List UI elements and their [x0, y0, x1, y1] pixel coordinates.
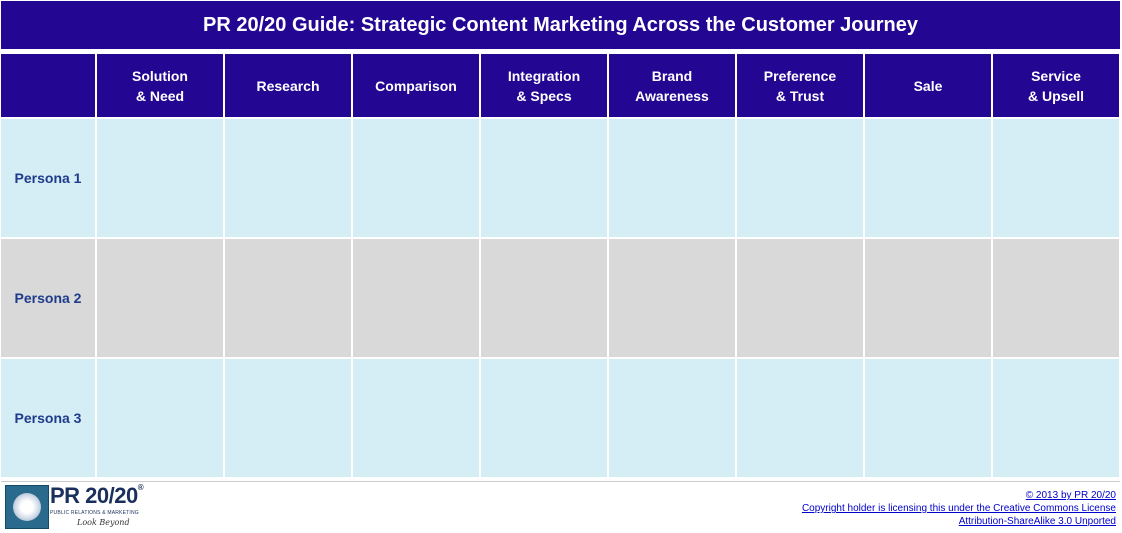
- column-header-preference-trust: Preference & Trust: [737, 54, 863, 117]
- table-cell[interactable]: [865, 239, 991, 357]
- table-cell[interactable]: [865, 359, 991, 477]
- table-cell[interactable]: [353, 239, 479, 357]
- table-cell[interactable]: [609, 359, 735, 477]
- copyright-link[interactable]: © 2013 by PR 20/20: [1025, 490, 1116, 501]
- table-cell[interactable]: [993, 119, 1119, 237]
- table-cell[interactable]: [225, 239, 351, 357]
- company-logo: PR 20/20® PUBLIC RELATIONS & MARKETING L…: [5, 483, 144, 529]
- table-cell[interactable]: [225, 119, 351, 237]
- credits: © 2013 by PR 20/20 Copyright holder is l…: [802, 489, 1116, 528]
- table-cell[interactable]: [481, 119, 607, 237]
- table-cell[interactable]: [97, 119, 223, 237]
- row-label-persona-1: Persona 1: [1, 119, 95, 237]
- row-label-persona-2: Persona 2: [1, 239, 95, 357]
- table-cell[interactable]: [481, 239, 607, 357]
- table-cell[interactable]: [993, 359, 1119, 477]
- table-cell[interactable]: [737, 119, 863, 237]
- column-header-integration-specs: Integration & Specs: [481, 54, 607, 117]
- table-cell[interactable]: [993, 239, 1119, 357]
- column-header-solution-need: Solution & Need: [97, 54, 223, 117]
- column-header-comparison: Comparison: [353, 54, 479, 117]
- table-cell[interactable]: [737, 359, 863, 477]
- column-header-sale: Sale: [865, 54, 991, 117]
- row-label-persona-3: Persona 3: [1, 359, 95, 477]
- license-link-line-1[interactable]: Copyright holder is licensing this under…: [801, 503, 1116, 514]
- column-header-research: Research: [225, 54, 351, 117]
- column-header-brand-awareness: Brand Awareness: [609, 54, 735, 117]
- table-cell[interactable]: [97, 239, 223, 357]
- license-link-line-2[interactable]: Attribution-ShareAlike 3.0 Unported: [958, 516, 1116, 527]
- footer: PR 20/20® PUBLIC RELATIONS & MARKETING L…: [1, 481, 1120, 532]
- corner-cell: [1, 54, 95, 117]
- column-header-service-upsell: Service & Upsell: [993, 54, 1119, 117]
- page-title: PR 20/20 Guide: Strategic Content Market…: [1, 1, 1120, 49]
- table-cell[interactable]: [609, 239, 735, 357]
- table-cell[interactable]: [225, 359, 351, 477]
- table-cell[interactable]: [97, 359, 223, 477]
- table-cell[interactable]: [353, 119, 479, 237]
- logo-tagline: Look Beyond: [77, 518, 130, 527]
- table-cell[interactable]: [737, 239, 863, 357]
- table-cell[interactable]: [609, 119, 735, 237]
- logo-wordmark: PR 20/20®: [50, 483, 144, 508]
- table-cell[interactable]: [865, 119, 991, 237]
- table-cell[interactable]: [481, 359, 607, 477]
- globe-logo-icon: [5, 485, 49, 529]
- table-cell[interactable]: [353, 359, 479, 477]
- content-matrix: Solution & Need Research Comparison Inte…: [1, 54, 1120, 477]
- logo-subtitle: PUBLIC RELATIONS & MARKETING: [50, 510, 139, 516]
